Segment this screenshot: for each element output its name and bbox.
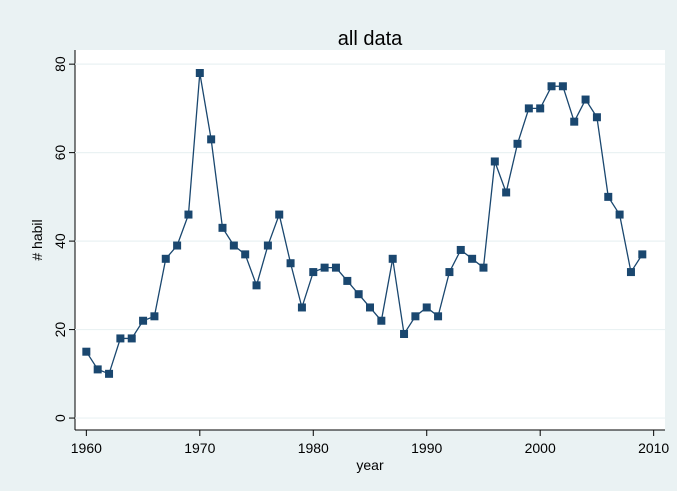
marker [309,268,318,277]
marker [173,241,182,250]
marker [343,276,352,285]
marker [638,250,647,259]
marker [547,82,556,91]
marker [558,82,567,91]
marker [604,192,613,201]
y-tick-label: 60 [52,145,68,161]
marker [297,303,306,312]
marker [456,245,465,254]
y-tick-label: 40 [52,233,68,249]
marker [252,281,261,290]
marker [275,210,284,219]
marker [377,316,386,325]
marker [354,290,363,299]
y-tick-label: 0 [52,414,68,422]
marker [195,69,204,78]
x-tick-label: 2000 [525,440,556,456]
y-tick-label: 80 [52,56,68,72]
marker [241,250,250,259]
marker [400,330,409,339]
x-tick-label: 1980 [298,440,329,456]
marker [468,254,477,263]
marker [116,334,125,343]
marker [411,312,420,321]
marker [626,268,635,277]
marker [434,312,443,321]
marker [513,139,522,148]
chart-title: all data [338,28,403,50]
marker [615,210,624,219]
marker [536,104,545,113]
marker [388,254,397,263]
marker [592,113,601,122]
x-tick-label: 2010 [638,440,669,456]
marker [331,263,340,272]
marker [218,223,227,232]
marker [161,254,170,263]
marker [366,303,374,312]
marker [229,241,238,250]
y-tick-label: 20 [52,322,68,338]
marker [150,312,159,321]
marker [502,188,511,197]
marker [445,268,454,277]
marker [82,347,91,356]
marker [139,316,148,325]
marker [184,210,193,219]
x-axis-label: year [356,457,384,473]
plot-area [75,50,665,430]
marker [320,263,329,272]
marker [422,303,431,312]
marker [286,259,295,268]
marker [524,104,533,113]
x-tick-label: 1970 [184,440,215,456]
marker [105,369,114,378]
marker [570,117,579,126]
x-tick-label: 1990 [411,440,442,456]
y-axis-label: # habil [29,219,45,260]
x-tick-label: 1960 [71,440,102,456]
marker [581,95,590,104]
marker [93,365,102,374]
marker [263,241,272,250]
marker [207,135,216,144]
marker [479,263,488,272]
marker [490,157,499,166]
marker [127,334,136,343]
